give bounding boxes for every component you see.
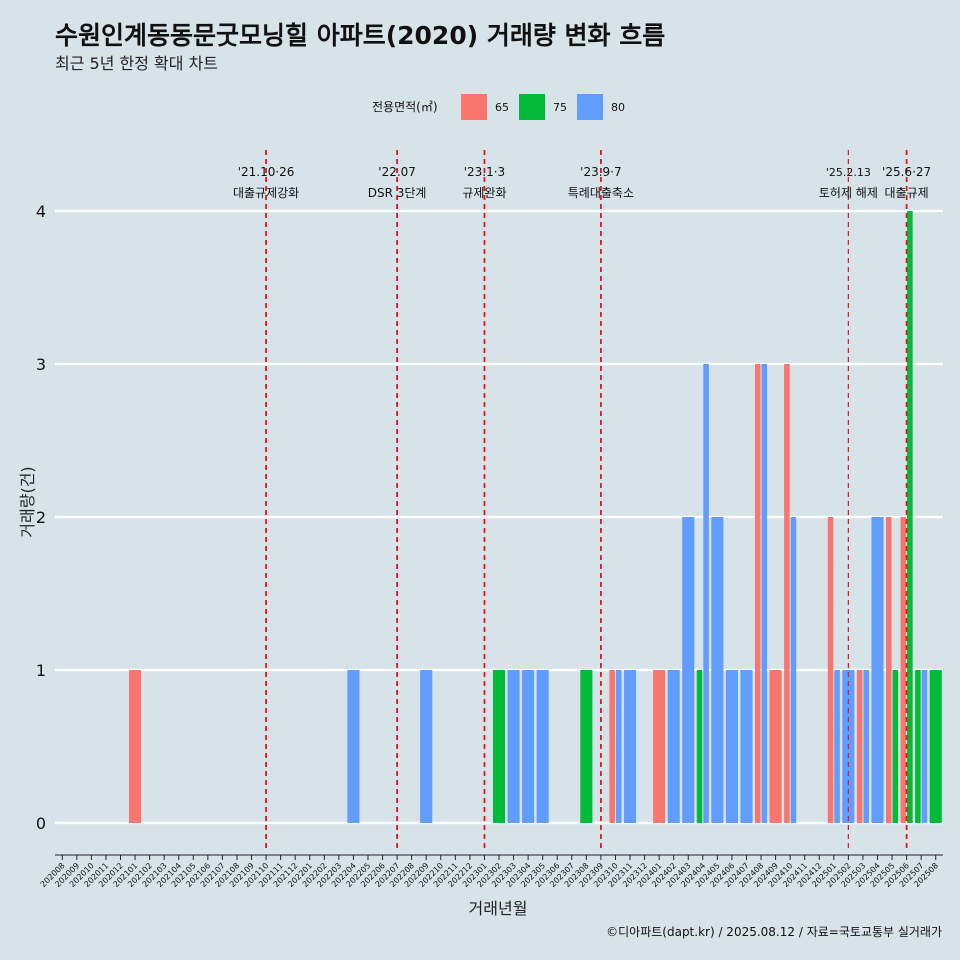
legend-label-75: 75: [553, 101, 567, 114]
bar-202403-80: [682, 517, 695, 823]
annotation-label-4: 토허제 해제: [819, 186, 878, 200]
x-axis: 2020082020092020102020112020122021012021…: [39, 854, 943, 889]
legend-title: 전용면적(㎡): [372, 100, 438, 114]
bar-202409-65: [769, 670, 782, 823]
bar-202503-65: [856, 670, 863, 823]
bar-202402-80: [667, 670, 680, 823]
bar-202404-75: [696, 670, 703, 823]
y-tick-label-2: 2: [36, 508, 46, 527]
annotation-date-3: '23.9·7: [580, 165, 621, 179]
caption: ©디아파트(dapt.kr) / 2025.08.12 / 자료=국토교통부 실…: [606, 925, 942, 939]
y-axis-title: 거래량(건): [18, 466, 37, 537]
bar-202404-80: [703, 364, 709, 823]
bar-202304-80: [522, 670, 535, 823]
x-axis-title: 거래년월: [469, 899, 528, 918]
bar-202310-65: [609, 670, 615, 823]
bar-202310-80: [615, 670, 622, 823]
bar-202505-75: [892, 670, 899, 823]
annotation-date-1: '22.07: [378, 165, 416, 179]
bar-202311-80: [623, 670, 637, 823]
annotation-date-2: '23.1·3: [464, 165, 505, 179]
chart-subtitle: 최근 5년 한정 확대 차트: [55, 54, 218, 73]
legend-swatch-80: [577, 94, 603, 120]
chart-title: 수원인계동동문굿모닝힐 아파트(2020) 거래량 변화 흐름: [55, 21, 665, 50]
bar-202209-80: [420, 670, 433, 823]
y-tick-label-4: 4: [36, 202, 46, 221]
bars: [129, 211, 942, 823]
bar-202308-75: [580, 670, 593, 823]
bar-202305-80: [536, 670, 549, 823]
bar-202302-75: [492, 670, 506, 823]
y-tick-label-1: 1: [36, 661, 46, 680]
legend: 전용면적(㎡) 65 75 80: [372, 94, 625, 120]
bar-202501-80: [834, 670, 840, 823]
bar-202505-65: [885, 517, 892, 823]
legend-swatch-65: [461, 94, 487, 120]
annotation-label-5: 대출규제: [885, 186, 929, 200]
bar-202501-65: [827, 517, 834, 823]
bar-202503-80: [863, 670, 869, 823]
bar-202410-80: [790, 517, 797, 823]
annotation-date-5: '25.6·27: [882, 165, 931, 179]
bar-202506-65: [900, 517, 907, 823]
bar-202504-80: [871, 517, 884, 823]
annotation-label-0: 대출규제강화: [233, 186, 299, 200]
legend-label-65: 65: [495, 101, 509, 114]
bar-202410-65: [784, 364, 790, 823]
bar-202507-75: [915, 670, 921, 823]
y-tick-label-3: 3: [36, 355, 46, 374]
bar-202405-80: [711, 517, 724, 823]
annotation-label-1: DSR 3단계: [368, 186, 427, 200]
bar-202507-80: [921, 670, 928, 823]
annotation-date-0: '21.10·26: [238, 165, 295, 179]
bar-202204-80: [347, 670, 360, 823]
y-axis-ticks: 0 1 2 3 4: [36, 202, 46, 833]
bar-202506-75: [907, 211, 913, 823]
bar-202101-65: [129, 670, 142, 823]
legend-swatch-75: [519, 94, 545, 120]
bar-202408-65: [754, 364, 761, 823]
bar-202406-80: [725, 670, 738, 823]
annotation-date-4: '25.2.13: [826, 166, 871, 179]
annotations: '21.10·26 대출규제강화 '22.07 DSR 3단계 '23.1·3 규제완화 '…: [233, 150, 931, 852]
legend-label-80: 80: [611, 101, 625, 114]
annotation-label-2: 규제완화: [462, 186, 506, 200]
bar-202408-80: [761, 364, 768, 823]
bar-202407-80: [740, 670, 753, 823]
bar-202303-80: [507, 670, 520, 823]
annotation-label-3: 특례대출축소: [568, 186, 634, 200]
y-tick-label-0: 0: [36, 814, 46, 833]
bar-202508-75: [929, 670, 942, 823]
bar-202401-65: [653, 670, 666, 823]
